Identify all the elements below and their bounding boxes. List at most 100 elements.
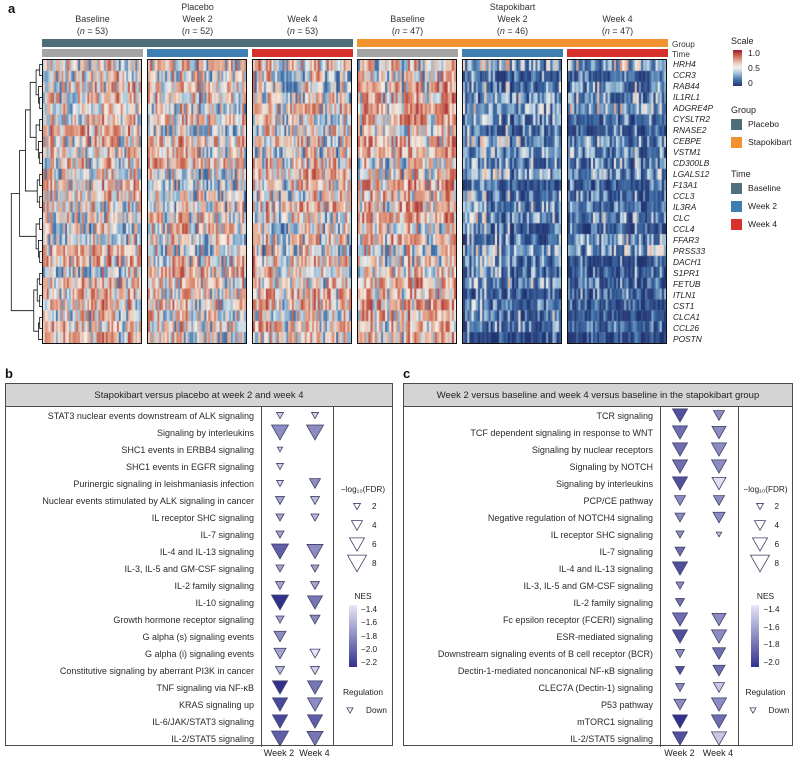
pathway-label: PCP/CE pathway <box>404 492 661 509</box>
panel-c-axis-label-week4: Week 4 <box>702 748 734 758</box>
nes-legend: −1.4 −1.6 −1.8 −2.0 <box>751 605 780 667</box>
heatmap-block-placebo-week2 <box>147 59 247 344</box>
pathway-row: IL-2 family signaling <box>6 577 392 594</box>
marker-cell-week4 <box>298 458 334 475</box>
pathway-label: IL-7 signaling <box>6 526 262 543</box>
marker-cell-week4 <box>700 611 739 628</box>
down-triangle-marker <box>346 707 354 714</box>
down-triangle-marker <box>271 697 288 712</box>
gene-label-ccr3: CCR3 <box>673 70 696 80</box>
fdr-legend-item: 8 <box>749 554 783 573</box>
pathway-label: Signaling by interleukins <box>404 475 661 492</box>
pathway-row: G alpha (s) signaling events <box>6 628 392 645</box>
legend-swatch <box>731 136 742 148</box>
column-group-name <box>252 1 353 13</box>
down-triangle-marker <box>675 649 686 659</box>
column-time-label: Week 4 <box>602 14 633 24</box>
down-triangle-marker <box>274 496 285 506</box>
marker-cell-week4 <box>298 679 334 696</box>
down-triangle-marker <box>273 647 287 660</box>
marker-cell-week2 <box>661 475 700 492</box>
marker-cell-week4 <box>700 662 739 679</box>
nes-legend-colorbar <box>348 605 357 667</box>
marker-cell-week2 <box>661 560 700 577</box>
fdr-legend-title: −log₁₀(FDR) <box>340 485 386 494</box>
column-header-2: Week 4 (n = 53) <box>252 1 353 37</box>
marker-cell-week2 <box>661 492 700 509</box>
column-n-label: (n = 46) <box>496 26 529 36</box>
down-triangle-marker <box>711 425 727 440</box>
fdr-legend-item: 4 <box>749 516 783 535</box>
column-time-label: Baseline <box>75 14 110 24</box>
down-triangle-marker <box>306 731 324 747</box>
marker-cell-week2 <box>262 475 298 492</box>
marker-cell-week4 <box>298 577 334 594</box>
column-n-label: (n = 47) <box>601 26 634 36</box>
down-triangle-marker <box>270 594 289 611</box>
pathway-row: mTORC1 signaling <box>404 713 792 730</box>
pathway-label: SHC1 events in EGFR signaling <box>6 458 262 475</box>
fdr-legend-value: 6 <box>774 540 780 549</box>
column-header-4: Stapokibart Week 2 (n = 46) <box>462 1 563 37</box>
gene-labels: HRH4 CCR3 RAB44 IL1RL1 ADGRE4P CYSLTR2 RNASE2 C… <box>673 59 713 345</box>
pathway-label: IL-3, IL-5 and GM-CSF signaling <box>6 560 262 577</box>
marker-cell-week4 <box>700 628 739 645</box>
pathway-row: Nuclear events stimulated by ALK signali… <box>6 492 392 509</box>
panel-c-title: Week 2 versus baseline and week 4 versus… <box>404 384 792 407</box>
gene-label-ccl26: CCL26 <box>673 323 700 333</box>
down-triangle-marker <box>712 664 726 677</box>
down-triangle-marker <box>672 459 689 474</box>
scale-legend-title: Scale <box>731 36 754 46</box>
down-triangle-marker <box>710 459 727 474</box>
pathway-label: CLEC7A (Dectin-1) signaling <box>404 679 661 696</box>
down-triangle-marker <box>310 513 320 522</box>
marker-cell-week2 <box>262 611 298 628</box>
pathway-row: KRAS signaling up <box>6 696 392 713</box>
legend-label: Week 4 <box>748 219 777 229</box>
marker-cell-week4 <box>298 713 334 730</box>
group-legend: Placebo Stapokibart <box>731 118 791 154</box>
marker-cell-week4 <box>298 645 334 662</box>
group-legend-title: Group <box>731 105 757 115</box>
pathway-row: Purinergic signaling in leishmaniasis in… <box>6 475 392 492</box>
gene-label-itln1: ITLN1 <box>673 290 696 300</box>
down-triangle-marker <box>310 564 320 573</box>
pathway-label: IL-2 family signaling <box>6 577 262 594</box>
down-triangle-marker <box>306 544 324 560</box>
legend-label: Week 2 <box>748 201 777 211</box>
pathway-label: STAT3 nuclear events downstream of ALK s… <box>6 407 262 424</box>
column-time-label: Week 2 <box>182 14 213 24</box>
pathway-label: G alpha (s) signaling events <box>6 628 262 645</box>
marker-cell-week2 <box>661 679 700 696</box>
down-triangle-marker <box>275 480 284 488</box>
pathway-row: TCR signaling <box>404 407 792 424</box>
marker-cell-week2 <box>262 492 298 509</box>
heatmap-block-stapokibart-week4 <box>567 59 667 344</box>
legend-label: Stapokibart <box>748 137 792 147</box>
nes-tick: −1.4 <box>763 605 780 614</box>
pathway-row: Signaling by interleukins <box>6 424 392 441</box>
pathway-row: Constitutive signaling by aberrant PI3K … <box>6 662 392 679</box>
marker-cell-week4 <box>298 696 334 713</box>
down-triangle-marker <box>748 707 757 714</box>
marker-cell-week4 <box>298 526 334 543</box>
pathway-label: IL-4 and IL-13 signaling <box>6 543 262 560</box>
gene-label-cysltr2: CYSLTR2 <box>673 114 711 124</box>
gene-label-clc: CLC <box>673 213 690 223</box>
pathway-label: IL receptor SHC signaling <box>6 509 262 526</box>
gene-label-cebpe: CEBPE <box>673 136 702 146</box>
pathway-row: TCF dependent signaling in response to W… <box>404 424 792 441</box>
down-triangle-marker <box>273 630 287 643</box>
down-triangle-marker <box>755 503 764 511</box>
pathway-label: Nuclear events stimulated by ALK signali… <box>6 492 262 509</box>
down-triangle-marker <box>352 503 362 511</box>
regulation-legend-label: Down <box>768 706 790 715</box>
nes-tick: −2.0 <box>360 644 378 654</box>
panel-b-axis-label-week2: Week 2 <box>263 748 295 758</box>
marker-cell-week2 <box>661 594 700 611</box>
column-group-name <box>567 1 668 13</box>
gene-label-rnase2: RNASE2 <box>673 125 707 135</box>
down-triangle-marker <box>276 446 284 453</box>
group-legend-item-stapokibart: Stapokibart <box>731 136 791 148</box>
marker-cell-week4 <box>298 543 334 560</box>
